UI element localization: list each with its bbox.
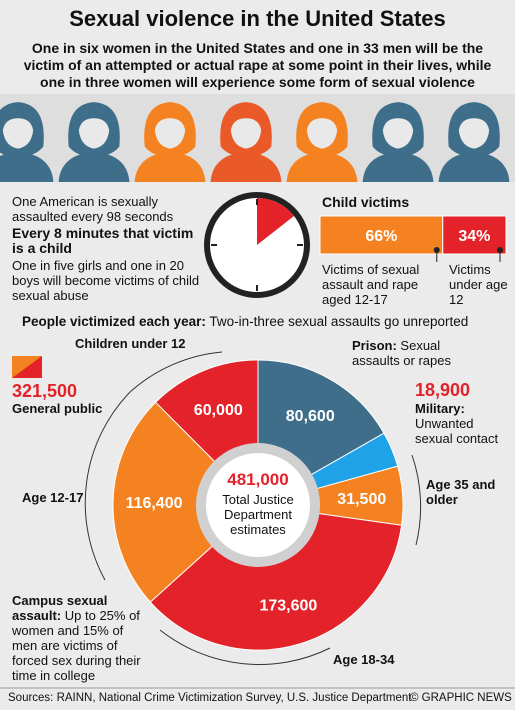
- bar-segment: [442, 215, 507, 255]
- arc-arrow: [129, 351, 223, 393]
- bar-title: Child victims: [322, 194, 410, 210]
- bar-category: Victims of sexual assault and rape aged …: [322, 262, 420, 307]
- category-label: Children under 12: [75, 336, 186, 351]
- value-label: 116,400: [126, 495, 183, 512]
- center-value: 481,000: [227, 470, 289, 489]
- section-heading: People victimized each year: Two-in-thre…: [22, 314, 468, 329]
- donut-chart: 80,600 31,500 173,600 116,400 60,000: [112, 359, 404, 651]
- subtitle: One in six women in the United States an…: [23, 40, 492, 90]
- category-label: Age 35 and older: [426, 477, 496, 507]
- category-name: Prison:: [352, 338, 397, 353]
- arc-arrow: [84, 391, 131, 581]
- bar-segment: [319, 215, 444, 255]
- fact: One American is sexually assaulted every…: [12, 194, 174, 224]
- general-public-value: 321,500: [12, 381, 78, 401]
- category-label: Prison: Sexual assaults or rapes: [352, 338, 472, 368]
- sources: Sources: RAINN, National Crime Victimiza…: [8, 692, 412, 704]
- value-label: 66%: [365, 228, 397, 245]
- category-note: Unwanted sexual contact: [415, 416, 499, 446]
- category-label: Age 12-17: [22, 490, 84, 505]
- clock: [204, 192, 310, 298]
- fact: One in five girls and one in 20 boys wil…: [12, 258, 200, 303]
- child-victims-bar: 66% 34%: [319, 215, 507, 262]
- credit: © GRAPHIC NEWS: [410, 692, 512, 704]
- value-label: 60,000: [194, 402, 243, 419]
- value-label: 31,500: [337, 491, 386, 508]
- value-label: 34%: [458, 228, 490, 245]
- bar-category: Victims under age 12: [449, 262, 508, 307]
- category-note: Sexual assaults or rapes: [352, 338, 451, 368]
- center-label: Total Justice Department estimates: [222, 492, 294, 537]
- campus-note: Campus sexual assault: Up to 25% of wome…: [12, 593, 152, 683]
- section-rest: Two-in-three sexual assaults go unreport…: [209, 314, 469, 329]
- value-label: 18,900: [415, 380, 471, 400]
- donut-hole: [206, 453, 310, 557]
- fact-bold: Every 8 minutes that victim is a child: [12, 225, 194, 256]
- campus-bold: Campus sexual assault:: [12, 593, 108, 623]
- value-label: 173,600: [259, 597, 317, 614]
- section-bold: People victimized each year:: [22, 314, 206, 329]
- arc-arrow: [411, 454, 422, 546]
- arc-arrow: [159, 629, 331, 665]
- value-label: 80,600: [286, 408, 335, 425]
- legend-swatch: [12, 356, 42, 378]
- title: Sexual violence in the United States: [69, 6, 446, 31]
- category-label: Military:: [415, 401, 465, 416]
- category-label: Age 18-34: [333, 652, 395, 667]
- general-public-label: General public: [12, 401, 103, 416]
- campus-rest: Up to 25% of women and 15% of men are vi…: [12, 608, 141, 683]
